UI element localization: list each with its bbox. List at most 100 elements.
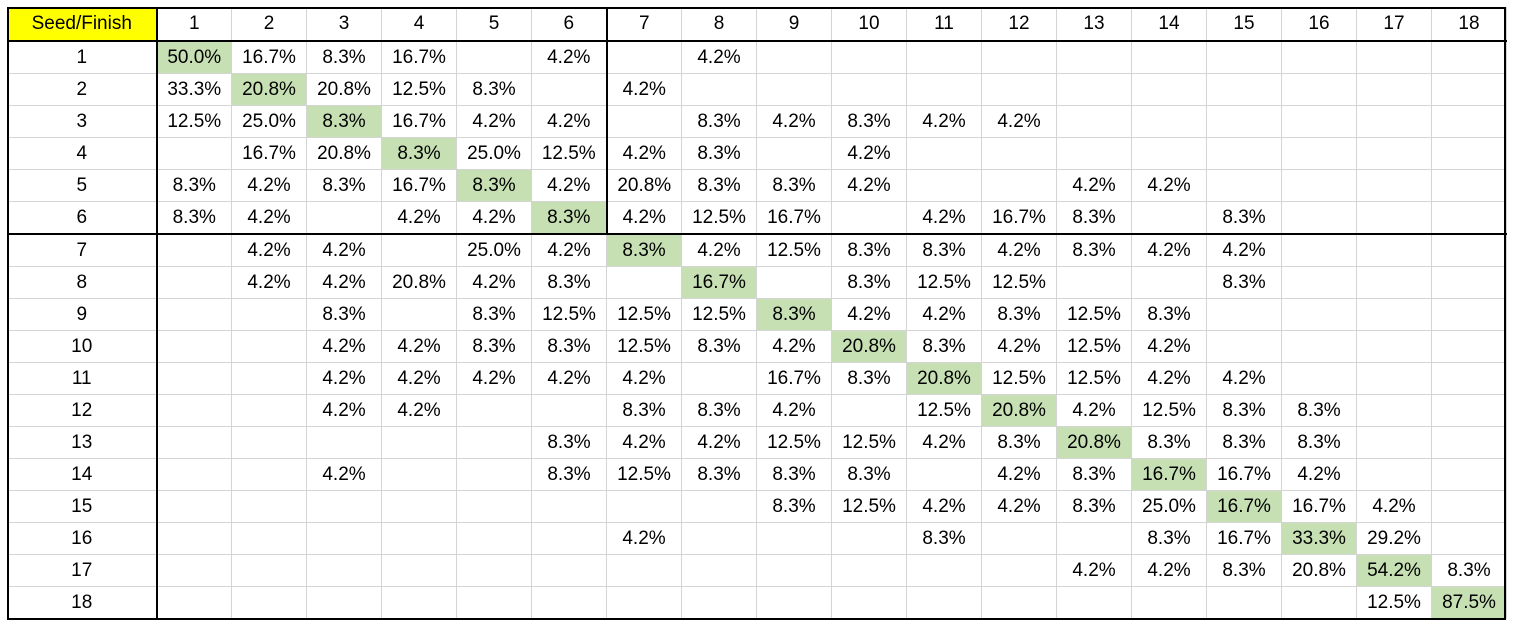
table-cell: 4.2% xyxy=(1131,330,1207,363)
finish-header-8: 8 xyxy=(681,7,757,42)
table-cell xyxy=(456,554,532,587)
table-cell xyxy=(156,362,232,395)
diagonal-cell: 8.3% xyxy=(606,233,682,267)
table-cell: 8.3% xyxy=(1131,522,1207,555)
table-cell xyxy=(231,330,307,363)
table-cell xyxy=(1431,298,1507,331)
table-row: 17 4.2% 4.2% 8.3% 20.8% 54.2% 8.3% xyxy=(7,554,1507,587)
seed-label: 12 xyxy=(7,394,158,427)
table-cell xyxy=(1281,40,1357,74)
table-cell: 4.2% xyxy=(1131,233,1207,267)
table-cell: 12.5% xyxy=(681,298,757,331)
finish-header-17: 17 xyxy=(1356,7,1432,42)
table-cell xyxy=(1056,522,1132,555)
table-cell: 4.2% xyxy=(681,426,757,459)
seed-label: 3 xyxy=(7,105,158,138)
diagonal-cell: 20.8% xyxy=(831,330,907,363)
seed-label: 6 xyxy=(7,201,158,235)
seed-label: 13 xyxy=(7,426,158,459)
table-cell: 4.2% xyxy=(906,201,982,235)
table-cell: 8.3% xyxy=(756,169,832,202)
table-cell: 12.5% xyxy=(681,201,757,235)
table-cell xyxy=(231,298,307,331)
table-cell xyxy=(981,554,1057,587)
table-cell: 4.2% xyxy=(531,40,608,74)
table-cell: 8.3% xyxy=(1431,554,1507,587)
seed-label: 5 xyxy=(7,169,158,202)
table-cell: 4.2% xyxy=(831,137,907,170)
diagonal-cell: 8.3% xyxy=(531,201,608,235)
table-cell: 16.7% xyxy=(1206,522,1282,555)
table-cell xyxy=(1206,586,1282,619)
table-cell xyxy=(606,266,682,299)
table-cell xyxy=(981,522,1057,555)
table-cell: 8.3% xyxy=(906,233,982,267)
table-cell xyxy=(1281,233,1357,267)
table-cell xyxy=(1356,458,1432,491)
table-cell xyxy=(456,586,532,619)
table-cell xyxy=(1131,105,1207,138)
table-cell: 12.5% xyxy=(906,266,982,299)
table-cell xyxy=(231,522,307,555)
table-row: 13 8.3% 4.2% 4.2% 12.5% 12.5% 4.2% 8.3% 20.8% 8.3… xyxy=(7,426,1507,459)
table-row: 10 4.2% 4.2% 8.3% 8.3% 12.5% 8.3% 4.2% 20.8% 8.3%… xyxy=(7,330,1507,363)
table-cell xyxy=(756,40,832,74)
table-cell xyxy=(1131,137,1207,170)
table-row: 18 12.5% 87.5% xyxy=(7,586,1507,619)
table-cell: 12.5% xyxy=(156,105,232,138)
finish-header-1: 1 xyxy=(156,7,232,42)
table-cell xyxy=(531,490,607,523)
table-cell: 4.2% xyxy=(381,394,457,427)
table-cell: 8.3% xyxy=(1131,298,1207,331)
finish-header-14: 14 xyxy=(1131,7,1207,42)
table-cell xyxy=(831,522,907,555)
table-cell xyxy=(906,73,982,106)
table-cell xyxy=(1206,105,1282,138)
table-cell xyxy=(1356,426,1432,459)
table-cell xyxy=(1431,233,1507,267)
table-body: 1 50.0% 16.7% 8.3% 16.7% 4.2% 4.2% 2 33.3% 20.8% 2… xyxy=(7,40,1507,619)
table-cell: 8.3% xyxy=(306,298,382,331)
table-cell xyxy=(381,426,457,459)
table-cell: 12.5% xyxy=(831,490,907,523)
table-cell xyxy=(156,586,232,619)
table-cell xyxy=(1431,490,1507,523)
table-cell: 8.3% xyxy=(1206,426,1282,459)
table-cell: 16.7% xyxy=(1206,458,1282,491)
table-cell xyxy=(1431,266,1507,299)
table-cell: 8.3% xyxy=(1056,458,1132,491)
seed-label: 15 xyxy=(7,490,158,523)
table-cell: 4.2% xyxy=(606,201,682,235)
table-cell xyxy=(1056,266,1132,299)
table-cell xyxy=(831,73,907,106)
table-cell xyxy=(906,137,982,170)
table-cell: 8.3% xyxy=(456,298,532,331)
table-cell: 8.3% xyxy=(1206,394,1282,427)
table-cell: 12.5% xyxy=(1056,298,1132,331)
table-cell xyxy=(831,201,907,235)
finish-header-9: 9 xyxy=(756,7,832,42)
table-cell xyxy=(456,522,532,555)
table-cell xyxy=(1131,266,1207,299)
table-cell: 8.3% xyxy=(681,105,757,138)
table-cell xyxy=(1281,105,1357,138)
table-cell xyxy=(681,522,757,555)
table-cell xyxy=(1356,298,1432,331)
table-cell: 4.2% xyxy=(456,362,532,395)
table-cell xyxy=(231,458,307,491)
table-row: 14 4.2% 8.3% 12.5% 8.3% 8.3% 8.3% 4.2% 8.3% 16.7%… xyxy=(7,458,1507,491)
table-cell: 16.7% xyxy=(381,169,457,202)
table-cell xyxy=(231,426,307,459)
table-cell: 4.2% xyxy=(906,298,982,331)
table-cell xyxy=(156,330,232,363)
finish-header-7: 7 xyxy=(606,7,682,42)
table-cell xyxy=(1281,362,1357,395)
table-cell xyxy=(1131,40,1207,74)
table-cell xyxy=(1131,73,1207,106)
diagonal-cell: 33.3% xyxy=(1281,522,1357,555)
finish-header-13: 13 xyxy=(1056,7,1132,42)
table-cell xyxy=(981,169,1057,202)
table-cell xyxy=(531,394,607,427)
table-cell xyxy=(981,586,1057,619)
table-cell xyxy=(1281,73,1357,106)
